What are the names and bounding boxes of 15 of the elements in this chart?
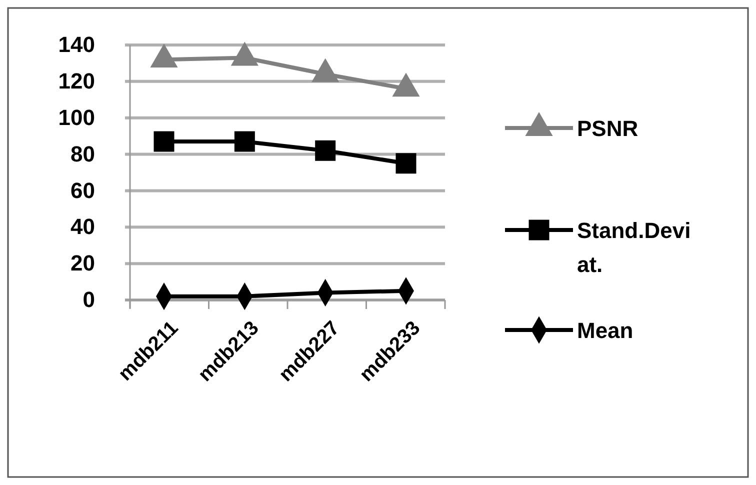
y-tick-label: 80 (70, 141, 95, 166)
point (392, 72, 420, 97)
legend-label: Stand.Deviat. (577, 218, 691, 277)
y-tick-label: 120 (58, 68, 95, 94)
y-tick-label: 140 (58, 32, 95, 58)
point (312, 58, 340, 82)
y-tick-label: 40 (70, 214, 95, 240)
y-tick-label: 100 (58, 104, 95, 130)
legend-label: PSNR (577, 116, 638, 141)
y-tick-label: 0 (82, 287, 95, 312)
legend-label: Mean (577, 318, 634, 343)
y-tick-label: 60 (70, 178, 95, 203)
point (150, 44, 178, 68)
y-tick-label: 20 (70, 250, 95, 276)
point (230, 42, 258, 66)
